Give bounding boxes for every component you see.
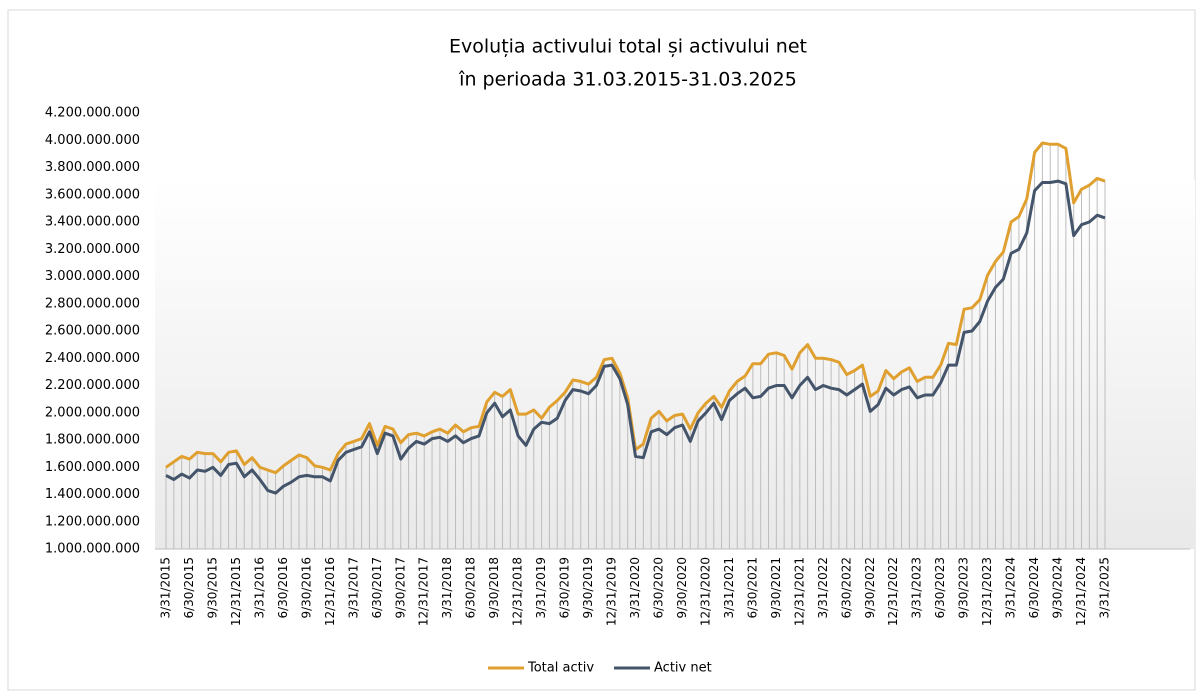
legend-label: Total activ	[527, 661, 594, 676]
series-line	[165, 179, 1106, 495]
y-tick-label: 4.200.000.000	[45, 106, 140, 121]
x-tick-label: 6/30/2021	[745, 557, 759, 619]
x-tick-label: 6/30/2017	[370, 557, 384, 619]
x-tick-label: 6/30/2018	[464, 557, 478, 619]
x-tick-label: 6/30/2023	[933, 557, 947, 619]
x-tick-label: 3/31/2018	[440, 557, 454, 619]
x-tick-label: 9/30/2021	[769, 557, 783, 619]
x-tick-label: 12/31/2018	[511, 557, 525, 626]
x-tick-label: 6/30/2016	[276, 557, 290, 619]
y-tick-label: 1.000.000.000	[45, 542, 140, 557]
x-tick-label: 6/30/2015	[182, 557, 196, 619]
y-tick-label: 3.800.000.000	[45, 160, 140, 175]
y-tick-label: 2.800.000.000	[45, 296, 140, 311]
x-tick-label: 9/30/2023	[957, 557, 971, 619]
x-tick-label: 9/30/2015	[205, 557, 219, 619]
x-tick-label: 9/30/2020	[675, 557, 689, 619]
y-tick-label: 1.800.000.000	[45, 433, 140, 448]
x-tick-label: 3/31/2017	[346, 557, 360, 619]
x-tick-label: 12/31/2021	[792, 557, 806, 626]
x-tick-label: 12/31/2024	[1074, 557, 1088, 626]
y-tick-label: 2.600.000.000	[45, 324, 140, 339]
y-tick-label: 1.400.000.000	[45, 487, 140, 502]
x-tick-label: 12/31/2023	[980, 557, 994, 626]
x-tick-label: 3/31/2023	[910, 557, 924, 619]
x-tick-label: 3/31/2020	[628, 557, 642, 619]
x-tick-label: 6/30/2022	[839, 557, 853, 619]
y-tick-label: 3.400.000.000	[45, 215, 140, 230]
x-tick-label: 3/31/2024	[1004, 557, 1018, 619]
y-tick-label: 2.000.000.000	[45, 405, 140, 420]
x-tick-label: 12/31/2016	[323, 557, 337, 626]
x-tick-label: 3/31/2025	[1098, 557, 1112, 619]
chart-title: Evoluția activului total și activului ne…	[449, 36, 807, 58]
y-tick-label: 1.600.000.000	[45, 460, 140, 475]
x-tick-label: 12/31/2019	[605, 557, 619, 626]
x-tick-label: 3/31/2015	[159, 557, 173, 619]
x-tick-label: 9/30/2022	[863, 557, 877, 619]
y-tick-label: 2.400.000.000	[45, 351, 140, 366]
x-tick-label: 12/31/2022	[886, 557, 900, 626]
x-tick-label: 12/31/2020	[698, 557, 712, 626]
y-tick-label: 3.200.000.000	[45, 242, 140, 257]
x-tick-label: 9/30/2017	[393, 557, 407, 619]
y-tick-label: 3.600.000.000	[45, 187, 140, 202]
chart-subtitle: în perioada 31.03.2015-31.03.2025	[458, 69, 797, 91]
x-tick-label: 6/30/2019	[558, 557, 572, 619]
x-tick-label: 12/31/2015	[229, 557, 243, 626]
y-tick-label: 1.200.000.000	[45, 514, 140, 529]
y-tick-label: 3.000.000.000	[45, 269, 140, 284]
x-tick-label: 3/31/2022	[816, 557, 830, 619]
x-tick-label: 12/31/2017	[417, 557, 431, 626]
x-tick-label: 3/31/2021	[722, 557, 736, 619]
x-tick-label: 9/30/2018	[487, 557, 501, 619]
x-tick-label: 3/31/2019	[534, 557, 548, 619]
x-tick-label: 9/30/2016	[299, 557, 313, 619]
y-tick-label: 2.200.000.000	[45, 378, 140, 393]
y-tick-label: 4.000.000.000	[45, 133, 140, 148]
legend-label: Activ net	[654, 661, 712, 676]
x-tick-label: 9/30/2019	[581, 557, 595, 619]
x-tick-label: 9/30/2024	[1051, 557, 1065, 619]
x-tick-label: 6/30/2024	[1027, 557, 1041, 619]
x-tick-label: 3/31/2016	[252, 557, 266, 619]
x-tick-label: 6/30/2020	[651, 557, 665, 619]
